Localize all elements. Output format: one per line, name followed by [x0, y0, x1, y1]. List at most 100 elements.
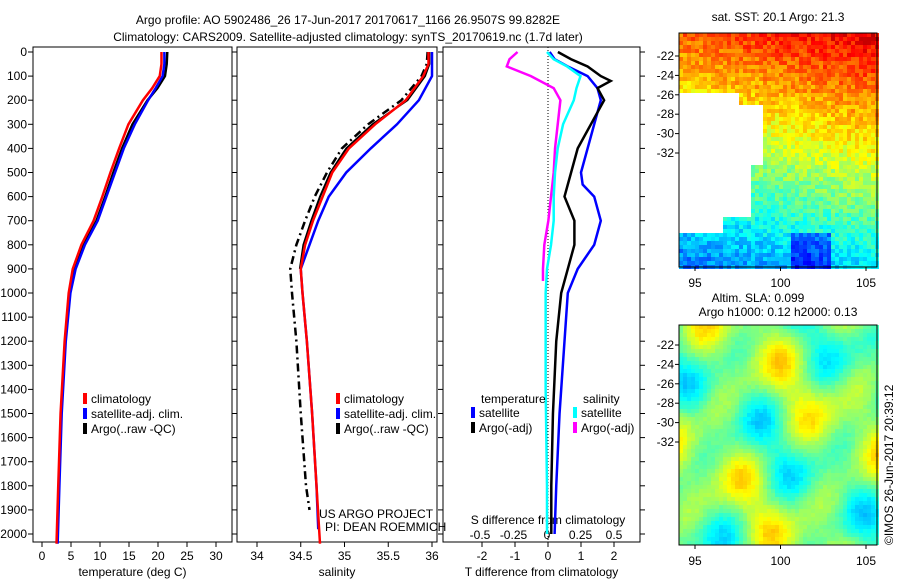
map-cell — [747, 457, 751, 461]
map-cell — [835, 61, 839, 65]
map-cell — [695, 409, 699, 413]
map-cell — [695, 381, 699, 385]
map-cell — [727, 373, 731, 377]
map-cell — [727, 501, 731, 505]
map-cell — [715, 69, 719, 73]
map-cell — [687, 37, 691, 41]
map-cell — [835, 517, 839, 521]
map-cell — [843, 261, 847, 265]
map-cell — [855, 77, 859, 81]
map-cell — [731, 397, 735, 401]
map-cell — [727, 377, 731, 381]
map-cell — [799, 489, 803, 493]
map-cell — [719, 489, 723, 493]
map-cell — [775, 189, 779, 193]
map-cell — [767, 413, 771, 417]
map-cell — [783, 489, 787, 493]
map-cell — [819, 477, 823, 481]
map-cell — [695, 53, 699, 57]
map-cell — [755, 165, 759, 169]
map-cell — [871, 357, 875, 361]
map-cell — [779, 117, 783, 121]
map-cell — [807, 85, 811, 89]
map-cell — [759, 381, 763, 385]
map-cell — [771, 57, 775, 61]
map-cell — [683, 261, 687, 265]
map-cell — [703, 77, 707, 81]
map-cell — [867, 241, 871, 245]
map-cell — [779, 173, 783, 177]
map-cell — [771, 481, 775, 485]
map-cell — [807, 373, 811, 377]
map-cell — [775, 437, 779, 441]
map-cell — [791, 117, 795, 121]
map-cell — [787, 249, 791, 253]
map-cell — [803, 121, 807, 125]
map-cell — [867, 413, 871, 417]
map-cell — [823, 441, 827, 445]
map-cell — [783, 477, 787, 481]
map-cell — [795, 473, 799, 477]
map-cell — [771, 169, 775, 173]
map-cell — [731, 345, 735, 349]
map-cell — [759, 373, 763, 377]
map-cell — [703, 501, 707, 505]
map-cell — [731, 429, 735, 433]
map-cell — [703, 393, 707, 397]
map-cell — [799, 193, 803, 197]
map-cell — [851, 501, 855, 505]
map-cell — [771, 509, 775, 513]
map-cell — [767, 181, 771, 185]
map-cell — [679, 485, 683, 489]
map-cell — [855, 157, 859, 161]
map-cell — [851, 61, 855, 65]
map-cell — [871, 221, 875, 225]
map-cell — [763, 133, 767, 137]
map-cell — [771, 357, 775, 361]
map-cell — [747, 393, 751, 397]
map-cell — [831, 97, 835, 101]
map-cell — [763, 357, 767, 361]
map-cell — [795, 345, 799, 349]
x-axis-label: temperature (deg C) — [78, 565, 186, 579]
map-cell — [703, 37, 707, 41]
map-cell — [767, 389, 771, 393]
map-cell — [791, 197, 795, 201]
map-cell — [771, 445, 775, 449]
map-cell — [815, 145, 819, 149]
map-cell — [839, 113, 843, 117]
map-cell — [811, 81, 815, 85]
map-cell — [799, 397, 803, 401]
map-cell — [739, 377, 743, 381]
map-cell — [787, 449, 791, 453]
map-cell — [811, 497, 815, 501]
map-cell — [763, 101, 767, 105]
map-cell — [795, 377, 799, 381]
map-cell — [755, 485, 759, 489]
map-cell — [827, 89, 831, 93]
map-cell — [827, 129, 831, 133]
map-cell — [787, 497, 791, 501]
map-cell — [707, 349, 711, 353]
sla-map: 95 100 105-22-24-26-28-30-32 — [657, 324, 879, 568]
map-cell — [695, 497, 699, 501]
map-cell — [847, 389, 851, 393]
map-cell — [731, 457, 735, 461]
map-cell — [855, 441, 859, 445]
map-cell — [819, 349, 823, 353]
map-cell — [795, 81, 799, 85]
map-cell — [867, 233, 871, 237]
map-cell — [703, 361, 707, 365]
map-cell — [747, 341, 751, 345]
map-cell — [799, 261, 803, 265]
argo-temperature-line — [55, 51, 169, 544]
map-cell — [839, 497, 843, 501]
map-cell — [859, 89, 863, 93]
map-cell — [843, 197, 847, 201]
map-cell — [719, 369, 723, 373]
map-cell — [855, 113, 859, 117]
map-cell — [855, 125, 859, 129]
map-cell — [843, 433, 847, 437]
map-cell — [739, 433, 743, 437]
map-cell — [731, 33, 735, 37]
